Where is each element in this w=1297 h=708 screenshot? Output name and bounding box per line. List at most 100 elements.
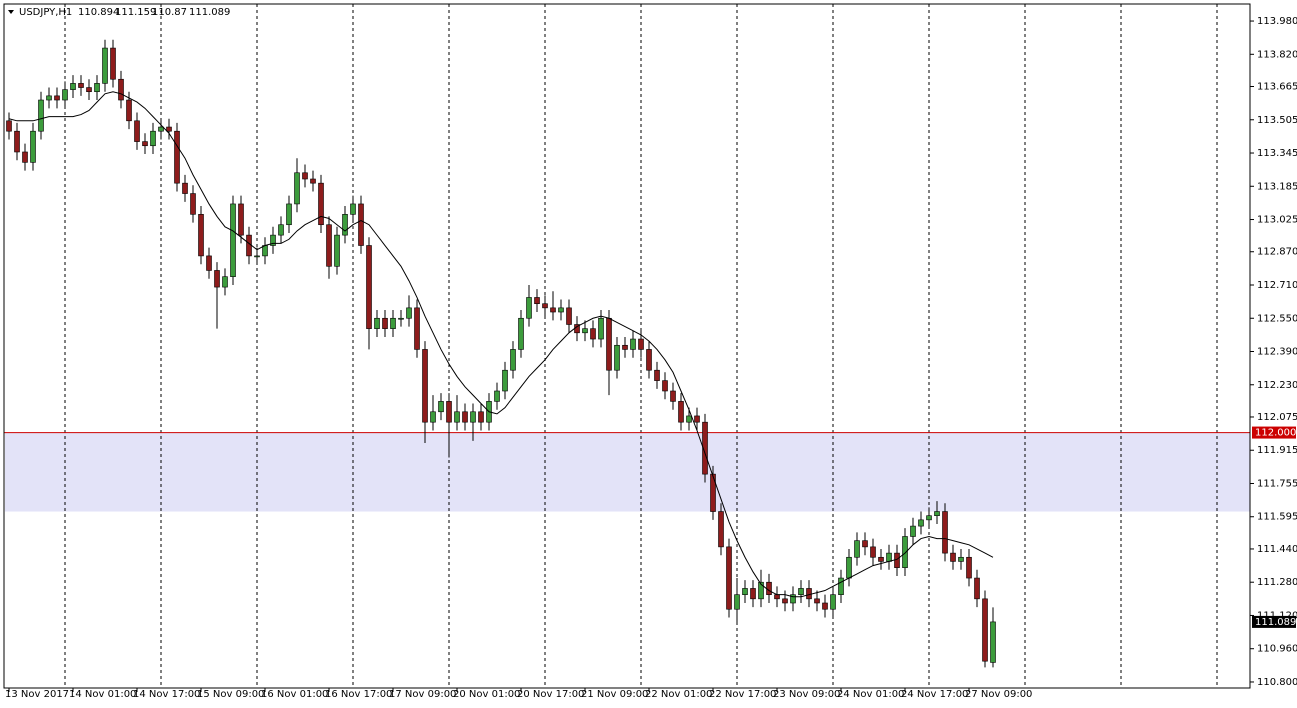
candle-body xyxy=(214,270,220,288)
candle-body xyxy=(326,224,332,267)
candle-body xyxy=(62,89,68,101)
menu-arrow[interactable] xyxy=(8,10,14,14)
candle-body xyxy=(302,172,308,180)
candle-body xyxy=(622,344,628,350)
candle-body xyxy=(750,588,756,600)
y-tick-label: 112.870 xyxy=(1257,247,1297,258)
candle-body xyxy=(230,203,236,277)
header-open: 110.894 xyxy=(78,7,119,18)
header-low: 110.87 xyxy=(152,7,187,18)
x-tick-label: 14 Nov 01:00 xyxy=(69,689,136,700)
candle-body xyxy=(158,126,164,132)
candle-body xyxy=(406,307,412,319)
y-tick-label: 112.550 xyxy=(1257,313,1297,324)
candle-body xyxy=(462,411,468,423)
candle-body xyxy=(822,602,828,610)
candle-body xyxy=(518,317,524,350)
candle-body xyxy=(398,317,404,320)
candle-body xyxy=(166,126,172,132)
candle-body xyxy=(662,380,668,392)
candle-body xyxy=(590,328,596,340)
y-tick-label: 113.025 xyxy=(1257,215,1297,226)
candle-body xyxy=(966,556,972,579)
candle-body xyxy=(990,621,996,663)
candle-body xyxy=(774,594,780,600)
candle-body xyxy=(254,255,260,258)
candle-body xyxy=(670,390,676,402)
candle-body xyxy=(742,588,748,595)
candle-body xyxy=(350,203,356,215)
candle-body xyxy=(238,203,244,236)
candle-body xyxy=(470,411,476,423)
candle-body xyxy=(894,552,900,568)
candle-body xyxy=(222,276,228,288)
candle-body xyxy=(358,203,364,246)
candle-body xyxy=(78,83,84,88)
candle-body xyxy=(838,577,844,595)
x-tick-label: 16 Nov 01:00 xyxy=(261,689,328,700)
x-tick-label: 24 Nov 01:00 xyxy=(837,689,904,700)
candle-body xyxy=(334,234,340,267)
candle-body xyxy=(30,130,36,163)
y-tick-label: 113.185 xyxy=(1257,181,1297,192)
x-tick-label: 21 Nov 09:00 xyxy=(581,689,648,700)
candle-body xyxy=(206,255,212,271)
candle-body xyxy=(726,546,732,610)
candle-body xyxy=(638,338,644,350)
candle-body xyxy=(150,130,156,147)
candle-body xyxy=(54,95,60,101)
y-tick-label: 111.915 xyxy=(1257,445,1297,456)
candle-body xyxy=(110,47,116,80)
candle-body xyxy=(118,78,124,101)
candle-body xyxy=(702,421,708,475)
candle-body xyxy=(446,401,452,423)
candle-body xyxy=(630,338,636,350)
header-close: 111.089 xyxy=(189,7,230,18)
candle-body xyxy=(198,214,204,257)
candle-body xyxy=(606,317,612,371)
candle-body xyxy=(846,556,852,579)
candle-body xyxy=(134,120,140,142)
x-tick-label: 23 Nov 09:00 xyxy=(773,689,840,700)
candle-body xyxy=(286,203,292,226)
support-zone xyxy=(5,432,1250,512)
y-tick-label: 113.820 xyxy=(1257,49,1297,60)
candle-body xyxy=(566,307,572,325)
candle-body xyxy=(958,556,964,562)
candle-body xyxy=(294,172,300,205)
candle-body xyxy=(918,519,924,527)
x-tick-label: 13 Nov 2017 xyxy=(5,689,69,700)
candle-body xyxy=(142,141,148,147)
candle-body xyxy=(46,95,52,101)
symbol: USDJPY,H1 xyxy=(19,7,72,18)
candle-body xyxy=(870,546,876,558)
y-tick-label: 111.595 xyxy=(1257,512,1297,523)
x-tick-label: 27 Nov 09:00 xyxy=(965,689,1032,700)
candle-body xyxy=(422,349,428,423)
plot-frame xyxy=(3,3,1251,689)
candle-body xyxy=(614,344,620,371)
candle-body xyxy=(22,151,28,163)
candle-body xyxy=(798,588,804,595)
y-tick-label: 112.075 xyxy=(1257,412,1297,423)
candle-body xyxy=(902,536,908,568)
last-price-tag-box xyxy=(1252,615,1296,628)
candle-body xyxy=(878,556,884,562)
candle-body xyxy=(174,130,180,184)
x-tick-label: 24 Nov 17:00 xyxy=(901,689,968,700)
level-tag: 112.000 xyxy=(1255,428,1296,439)
candle-body xyxy=(14,130,20,153)
y-tick-label: 111.280 xyxy=(1257,577,1297,588)
x-tick-label: 22 Nov 01:00 xyxy=(645,689,712,700)
y-tick-label: 113.505 xyxy=(1257,115,1297,126)
candle-body xyxy=(94,83,100,93)
candle-body xyxy=(558,307,564,313)
candle-body xyxy=(534,297,540,305)
candle-body xyxy=(278,224,284,236)
y-tick-label: 112.710 xyxy=(1257,280,1297,291)
x-tick-label: 20 Nov 01:00 xyxy=(453,689,520,700)
y-tick-label: 112.230 xyxy=(1257,380,1297,391)
candle-body xyxy=(526,297,532,319)
candle-body xyxy=(510,349,516,371)
candle-body xyxy=(126,99,132,122)
